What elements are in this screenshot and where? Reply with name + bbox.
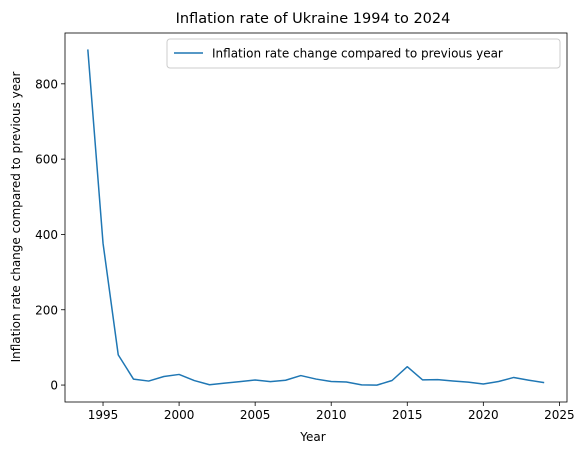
x-axis-label: Year: [299, 430, 325, 444]
x-axis: 1995 2000 2005 2010 2015 2020 2025: [88, 402, 575, 422]
legend-box: [166, 38, 561, 69]
legend-label: Inflation rate change compared to previo…: [212, 47, 503, 61]
legend: Inflation rate change compared to previo…: [166, 38, 561, 69]
plot-area: [64, 32, 568, 403]
x-tick-label: 2000: [164, 408, 195, 422]
x-tick-label: 2025: [544, 408, 575, 422]
y-axis-label: Inflation rate change compared to previo…: [9, 72, 23, 363]
x-tick-label: 1995: [88, 408, 119, 422]
x-tick-label: 2020: [468, 408, 499, 422]
y-tick-label: 600: [35, 153, 58, 167]
y-tick-label: 0: [50, 379, 58, 393]
x-tick-label: 2015: [392, 408, 423, 422]
y-tick-label: 800: [35, 77, 58, 91]
series-line: [87, 49, 545, 386]
y-axis: 0 200 400 600 800: [35, 77, 65, 393]
y-tick-label: 400: [35, 228, 58, 242]
chart-title: Inflation rate of Ukraine 1994 to 2024: [176, 11, 451, 27]
x-tick-label: 2005: [240, 408, 271, 422]
x-tick-label: 2010: [316, 408, 347, 422]
y-tick-label: 200: [35, 303, 58, 317]
